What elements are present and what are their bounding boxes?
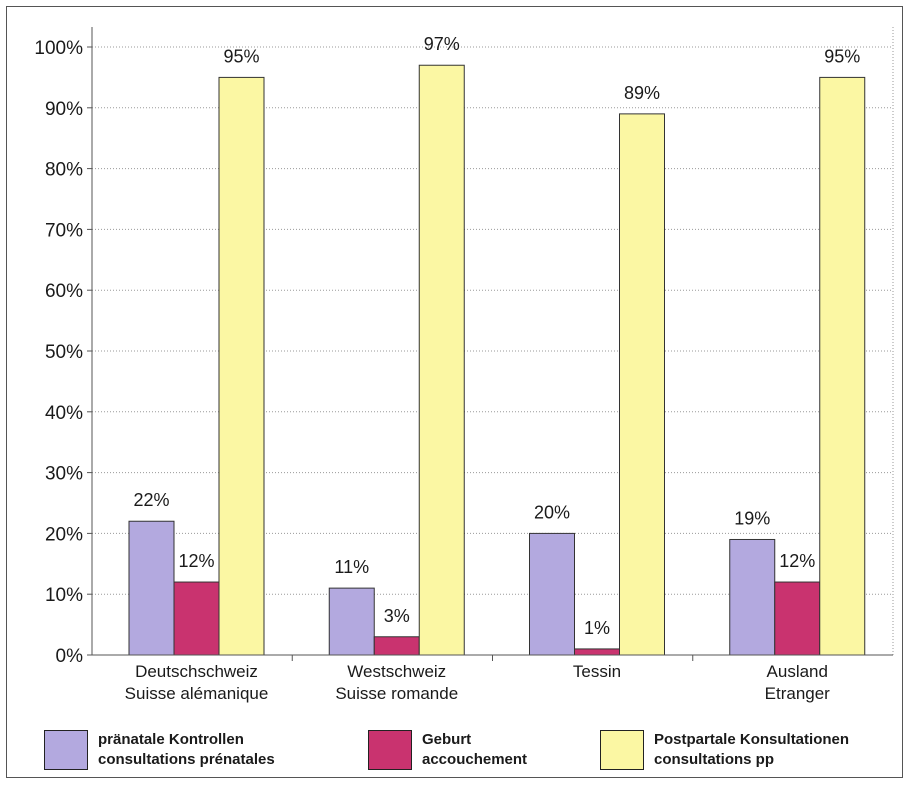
category-label: Etranger: [765, 684, 831, 703]
axes: 0% 10% 20% 30% 40% 50% 60% 70% 80% 90% 100% Deutsch…: [34, 27, 893, 703]
bars: [128, 64, 866, 656]
data-label-geburt-2: 1%: [584, 618, 610, 638]
data-label-pranatal-3: 19%: [734, 508, 770, 528]
legend-swatch-pranatal: [44, 730, 88, 770]
legend-item-postpartal: Postpartale Konsultationen consultations…: [600, 730, 849, 770]
y-tick-label: 30%: [45, 464, 83, 485]
bar-geburt-2: [574, 648, 620, 656]
bar-geburt-1: [373, 636, 420, 656]
y-tick-label: 80%: [45, 160, 83, 181]
y-tick-label: 0%: [56, 646, 84, 667]
bar-geburt-3: [774, 581, 821, 656]
bar-pranatal-1: [328, 587, 375, 656]
data-label-geburt-3: 12%: [779, 551, 815, 571]
category-label: Westschweiz: [347, 662, 446, 681]
y-tick-label: 20%: [45, 524, 83, 545]
bar-postpartal-1: [418, 64, 465, 656]
y-tick-label: 50%: [45, 342, 83, 363]
data-label-geburt-1: 3%: [384, 606, 410, 626]
bar-chart: 22% 11% 20% 19% 12% 3% 1% 12% 95% 97% 89% 95% 0% 10%…: [34, 27, 894, 703]
legend: pränatale Kontrollen consultations préna…: [0, 730, 911, 780]
legend-swatch-geburt: [368, 730, 412, 770]
bar-postpartal-2: [619, 113, 665, 656]
category-label: Tessin: [573, 662, 621, 681]
bar-postpartal-0: [218, 76, 265, 656]
legend-label-geburt: Geburt accouchement: [422, 731, 528, 768]
y-tick-label: 100%: [34, 38, 83, 59]
data-label-postpartal-0: 95%: [223, 46, 259, 66]
y-tick-label: 40%: [45, 403, 83, 424]
y-tick-label: 10%: [45, 585, 83, 606]
data-label-pranatal-0: 22%: [133, 490, 169, 510]
data-label-postpartal-2: 89%: [624, 83, 660, 103]
data-label-postpartal-3: 95%: [824, 46, 860, 66]
y-tick-label: 90%: [45, 99, 83, 120]
data-label-pranatal-1: 11%: [334, 557, 369, 577]
chart-frame: [6, 6, 903, 778]
legend-label-postpartal: Postpartale Konsultationen consultations…: [654, 731, 850, 768]
y-tick-label: 70%: [45, 220, 83, 241]
y-tick-label: 60%: [45, 281, 83, 302]
legend-item-pranatal: pränatale Kontrollen consultations préna…: [44, 730, 275, 770]
data-label-pranatal-2: 20%: [534, 502, 570, 522]
legend-label-pranatal: pränatale Kontrollen consultations préna…: [98, 731, 275, 768]
data-label-postpartal-1: 97%: [424, 34, 460, 54]
category-label: Deutschschweiz: [135, 662, 258, 681]
bar-pranatal-3: [729, 538, 776, 656]
data-label-geburt-0: 12%: [178, 551, 214, 571]
category-label: Suisse romande: [335, 684, 458, 703]
data-labels: 22% 11% 20% 19% 12% 3% 1% 12% 95% 97% 89% 95%: [133, 34, 860, 638]
bar-geburt-0: [173, 581, 220, 656]
legend-swatch-postpartal: [600, 730, 644, 770]
bar-postpartal-3: [819, 76, 866, 656]
category-label: Ausland: [767, 662, 828, 681]
category-label: Suisse alémanique: [125, 684, 269, 703]
bar-pranatal-2: [529, 532, 575, 656]
legend-item-geburt: Geburt accouchement: [368, 730, 527, 770]
bar-pranatal-0: [128, 520, 175, 656]
